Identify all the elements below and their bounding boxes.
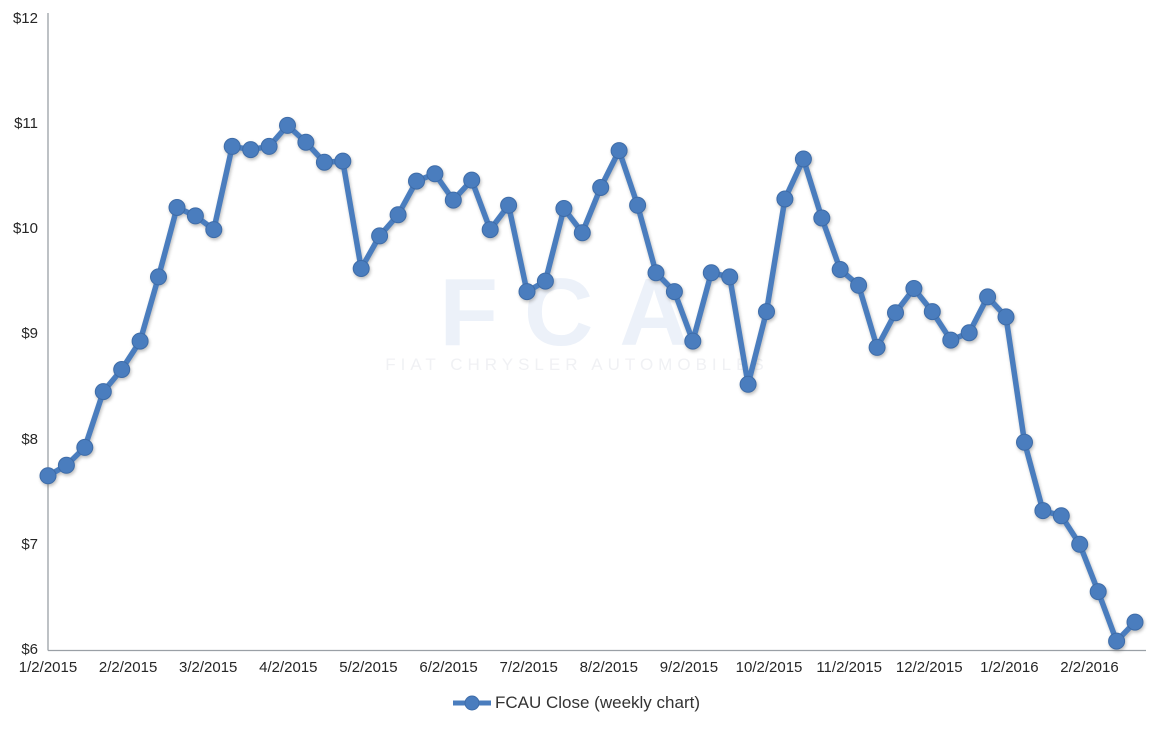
data-point-marker [279, 116, 296, 134]
data-point-marker [684, 332, 702, 350]
series-fcau-close [39, 116, 1144, 650]
data-point-marker [905, 280, 923, 297]
data-point-marker [297, 133, 315, 151]
data-point-marker [868, 338, 886, 356]
y-tick-label: $6 [21, 641, 38, 658]
x-tick-label: 1/2/2016 [980, 659, 1039, 676]
y-tick-label: $11 [14, 114, 38, 132]
data-point-marker [315, 153, 333, 171]
legend-marker-dot [464, 695, 480, 711]
data-point-marker [592, 179, 610, 196]
data-point-marker [647, 264, 665, 282]
data-point-marker [39, 467, 57, 485]
data-point-marker [850, 276, 868, 294]
data-point-marker [57, 456, 75, 474]
data-point-marker [168, 199, 186, 216]
series-line [45, 122, 1138, 644]
x-tick-label: 12/2/2015 [895, 659, 963, 676]
data-point-marker [131, 332, 149, 350]
x-tick-label: 9/2/2015 [659, 659, 719, 676]
data-point-marker [76, 438, 94, 456]
data-point-marker [113, 361, 131, 378]
x-tick-label: 5/2/2015 [339, 659, 398, 676]
data-point-marker [610, 142, 628, 160]
data-point-marker [94, 383, 112, 401]
data-point-marker [942, 331, 960, 349]
data-point-marker [721, 268, 739, 286]
data-point-marker [352, 260, 370, 277]
data-point-marker [665, 283, 683, 301]
data-point-marker [555, 200, 573, 217]
data-point-marker [463, 171, 481, 189]
x-tick-label: 1/2/2015 [18, 659, 78, 676]
data-point-marker [758, 303, 775, 321]
legend-series-label: FCAU Close (weekly chart) [495, 693, 700, 712]
x-tick-label: 11/2/2015 [816, 659, 882, 676]
data-point-marker [481, 221, 499, 239]
x-tick-label: 7/2/2015 [499, 659, 558, 676]
y-tick-label: $8 [21, 430, 38, 448]
x-tick-label: 4/2/2015 [259, 659, 318, 676]
data-point-marker [813, 209, 831, 227]
legend-line-marker-icon [453, 695, 491, 711]
data-point-marker [518, 283, 536, 301]
data-point-marker [242, 141, 260, 159]
data-point-marker [979, 288, 997, 306]
data-point-marker [408, 172, 425, 190]
data-point-marker [702, 264, 720, 282]
data-point-marker [1089, 583, 1107, 601]
data-point-marker [1126, 613, 1144, 631]
data-point-marker [923, 303, 941, 321]
data-point-marker [887, 304, 904, 322]
data-point-marker [150, 268, 167, 286]
x-tick-label: 8/2/2015 [579, 659, 638, 676]
x-tick-label: 3/2/2015 [179, 659, 238, 676]
data-point-marker [1034, 502, 1052, 520]
y-tick-label: $10 [12, 220, 38, 237]
data-point-marker [260, 137, 278, 155]
data-point-marker [444, 191, 462, 209]
y-tick-label: $9 [21, 325, 38, 343]
data-point-marker [629, 196, 647, 214]
data-point-marker [1071, 535, 1089, 553]
data-point-marker [426, 165, 444, 183]
x-tick-label: 2/2/2015 [98, 659, 158, 676]
data-point-marker [186, 207, 204, 225]
data-point-marker [389, 206, 407, 224]
data-point-marker [1108, 632, 1126, 650]
data-point-marker [997, 308, 1015, 326]
data-point-marker [334, 152, 352, 170]
data-point-marker [831, 261, 849, 278]
y-tick-label: $12 [12, 9, 38, 27]
data-point-marker [960, 324, 978, 342]
data-point-marker [1052, 507, 1070, 525]
x-tick-label: 10/2/2015 [735, 659, 803, 676]
data-point-marker [223, 137, 241, 155]
data-point-marker [205, 221, 223, 239]
data-point-marker [371, 227, 389, 245]
y-tick-label: $7 [21, 535, 38, 553]
data-point-marker [776, 190, 794, 208]
x-tick-label: 2/2/2016 [1060, 659, 1119, 676]
data-point-marker [500, 196, 518, 214]
data-point-marker [1016, 433, 1033, 451]
data-point-marker [794, 150, 812, 168]
x-tick-label: 6/2/2015 [419, 659, 478, 676]
data-point-marker [536, 272, 554, 290]
data-point-marker [739, 375, 757, 393]
chart-legend: FCAU Close (weekly chart) [0, 693, 1151, 713]
data-point-marker [573, 224, 591, 242]
